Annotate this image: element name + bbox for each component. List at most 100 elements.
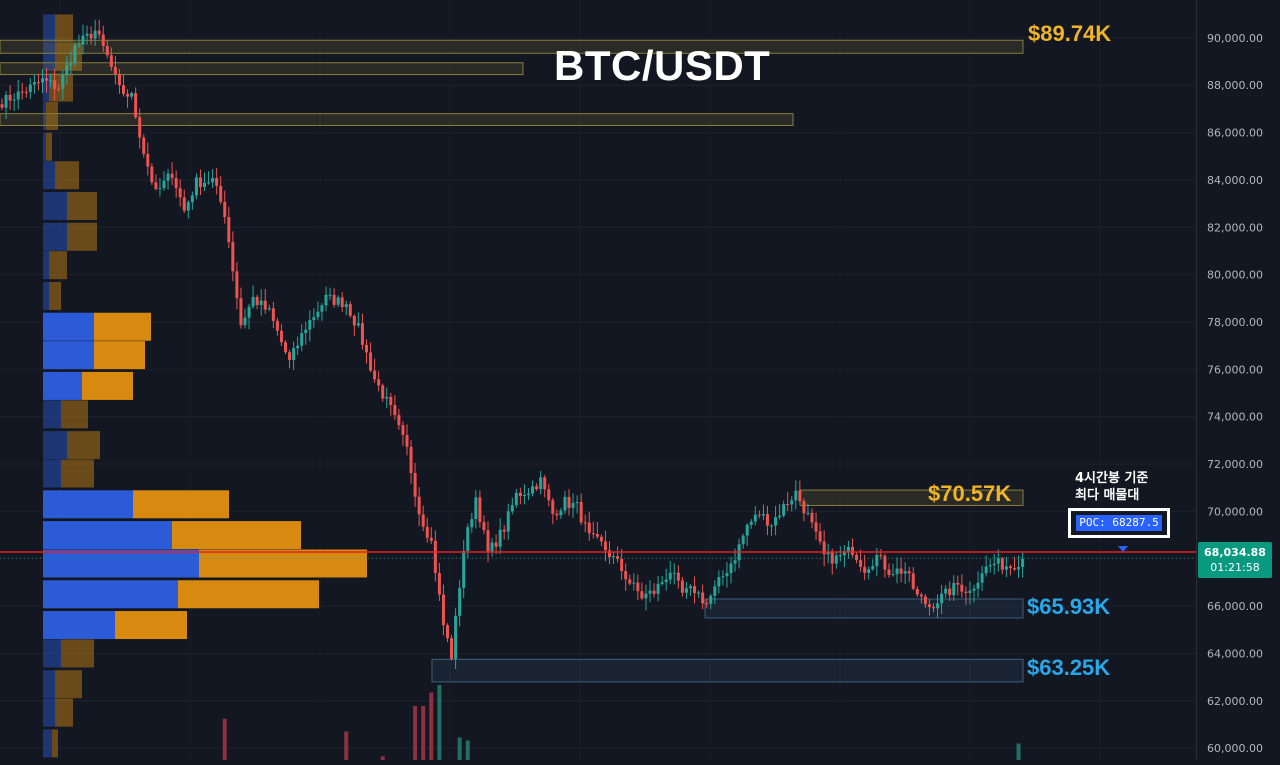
candle-body <box>693 586 697 594</box>
candle-body <box>518 492 522 497</box>
volume-bar <box>465 740 470 760</box>
candle-body <box>814 522 818 532</box>
candle-body <box>393 405 397 416</box>
candle-body <box>356 323 360 326</box>
y-tick-label: 60,000.00 <box>1207 742 1263 755</box>
volume-profile-buy <box>43 102 46 131</box>
volume-profile-buy <box>43 161 55 190</box>
candle-body <box>956 582 960 585</box>
candle-body <box>243 317 247 326</box>
candle-body <box>701 592 705 604</box>
candle-body <box>437 572 441 595</box>
volume-profile-sell <box>49 251 67 280</box>
volume-profile-buy <box>43 312 94 341</box>
poc-line <box>0 545 1196 559</box>
volume-profile-sell <box>67 191 97 220</box>
candle-body <box>587 522 591 534</box>
volume-profile-sell <box>55 42 82 71</box>
supply-zone <box>0 39 1024 54</box>
candle-body <box>28 84 32 92</box>
volume-profile-buy <box>43 490 133 519</box>
candle-body <box>1021 558 1025 567</box>
candle-body <box>1008 566 1012 569</box>
price-axis[interactable]: 90,000.00 88,000.00 86,000.00 84,000.00 82,0… <box>1196 0 1280 760</box>
candle-body <box>182 197 186 211</box>
demand-zone <box>431 658 1024 683</box>
candle-body <box>867 569 871 573</box>
candle-body <box>919 594 923 597</box>
candle-body <box>45 78 49 81</box>
candle-body <box>725 573 729 577</box>
candle-body <box>903 571 907 574</box>
candle-body <box>454 615 458 659</box>
candle-body <box>761 513 765 516</box>
candle-body <box>859 559 863 567</box>
candle-body <box>1017 566 1021 570</box>
candle-body <box>166 173 170 181</box>
candle-body <box>474 497 478 520</box>
candle-body <box>292 348 296 361</box>
poc-marker-icon <box>1118 545 1128 552</box>
candle-body <box>405 434 409 447</box>
candle-body <box>648 590 652 594</box>
candle-body <box>749 521 753 525</box>
candle-body <box>259 300 263 306</box>
candle-body <box>684 588 688 593</box>
candle-body <box>336 297 340 305</box>
candle-body <box>344 304 348 308</box>
candle-body <box>891 574 895 576</box>
candle-body <box>992 563 996 566</box>
candle-body <box>178 188 182 198</box>
volume-profile-buy <box>43 132 46 161</box>
candle-body <box>284 342 287 353</box>
candle-body <box>753 514 757 522</box>
candle-body <box>279 330 283 343</box>
candle-body <box>8 94 12 101</box>
candle-body <box>194 177 198 196</box>
candle-body <box>713 586 717 596</box>
candle-body <box>24 91 28 93</box>
candle-body <box>660 582 664 584</box>
y-tick-label: 64,000.00 <box>1207 647 1263 660</box>
candle-body <box>632 582 636 584</box>
volume-profile <box>43 14 367 758</box>
candle-body <box>887 569 891 575</box>
candle-body <box>174 178 178 189</box>
candle-body <box>49 80 53 82</box>
candle-body <box>535 486 539 490</box>
candle-body <box>215 177 219 186</box>
volume-profile-sell <box>133 490 229 519</box>
candle-body <box>211 177 215 183</box>
candle-body <box>69 62 73 66</box>
candle-body <box>806 512 810 514</box>
candle-body <box>652 590 656 594</box>
candle-body <box>620 558 624 572</box>
candle-body <box>146 153 150 167</box>
volume-profile-buy <box>43 400 61 429</box>
candle-body <box>818 531 822 542</box>
candle-body <box>790 500 794 505</box>
candles[interactable] <box>0 19 1025 669</box>
volume-profile-buy <box>43 191 67 220</box>
candle-body <box>616 556 620 559</box>
candle-body <box>369 352 373 371</box>
demand-zone <box>704 598 1024 619</box>
candle-body <box>640 591 644 599</box>
candle-body <box>85 33 89 36</box>
candle-body <box>603 541 607 551</box>
candle-body <box>765 513 769 526</box>
candle-body <box>490 542 494 553</box>
candle-body <box>130 93 134 97</box>
candle-body <box>923 596 927 605</box>
candle-body <box>275 320 279 331</box>
volume-profile-buy <box>43 222 67 251</box>
candle-body <box>855 554 859 560</box>
level-label-63250: $63.25K <box>1027 655 1111 680</box>
volume-profile-sell <box>94 341 145 370</box>
candle-body <box>644 593 648 599</box>
candle-body <box>300 333 304 346</box>
volume-profile-sell <box>115 611 187 640</box>
y-tick-label: 76,000.00 <box>1207 363 1263 376</box>
candle-body <box>522 494 526 497</box>
